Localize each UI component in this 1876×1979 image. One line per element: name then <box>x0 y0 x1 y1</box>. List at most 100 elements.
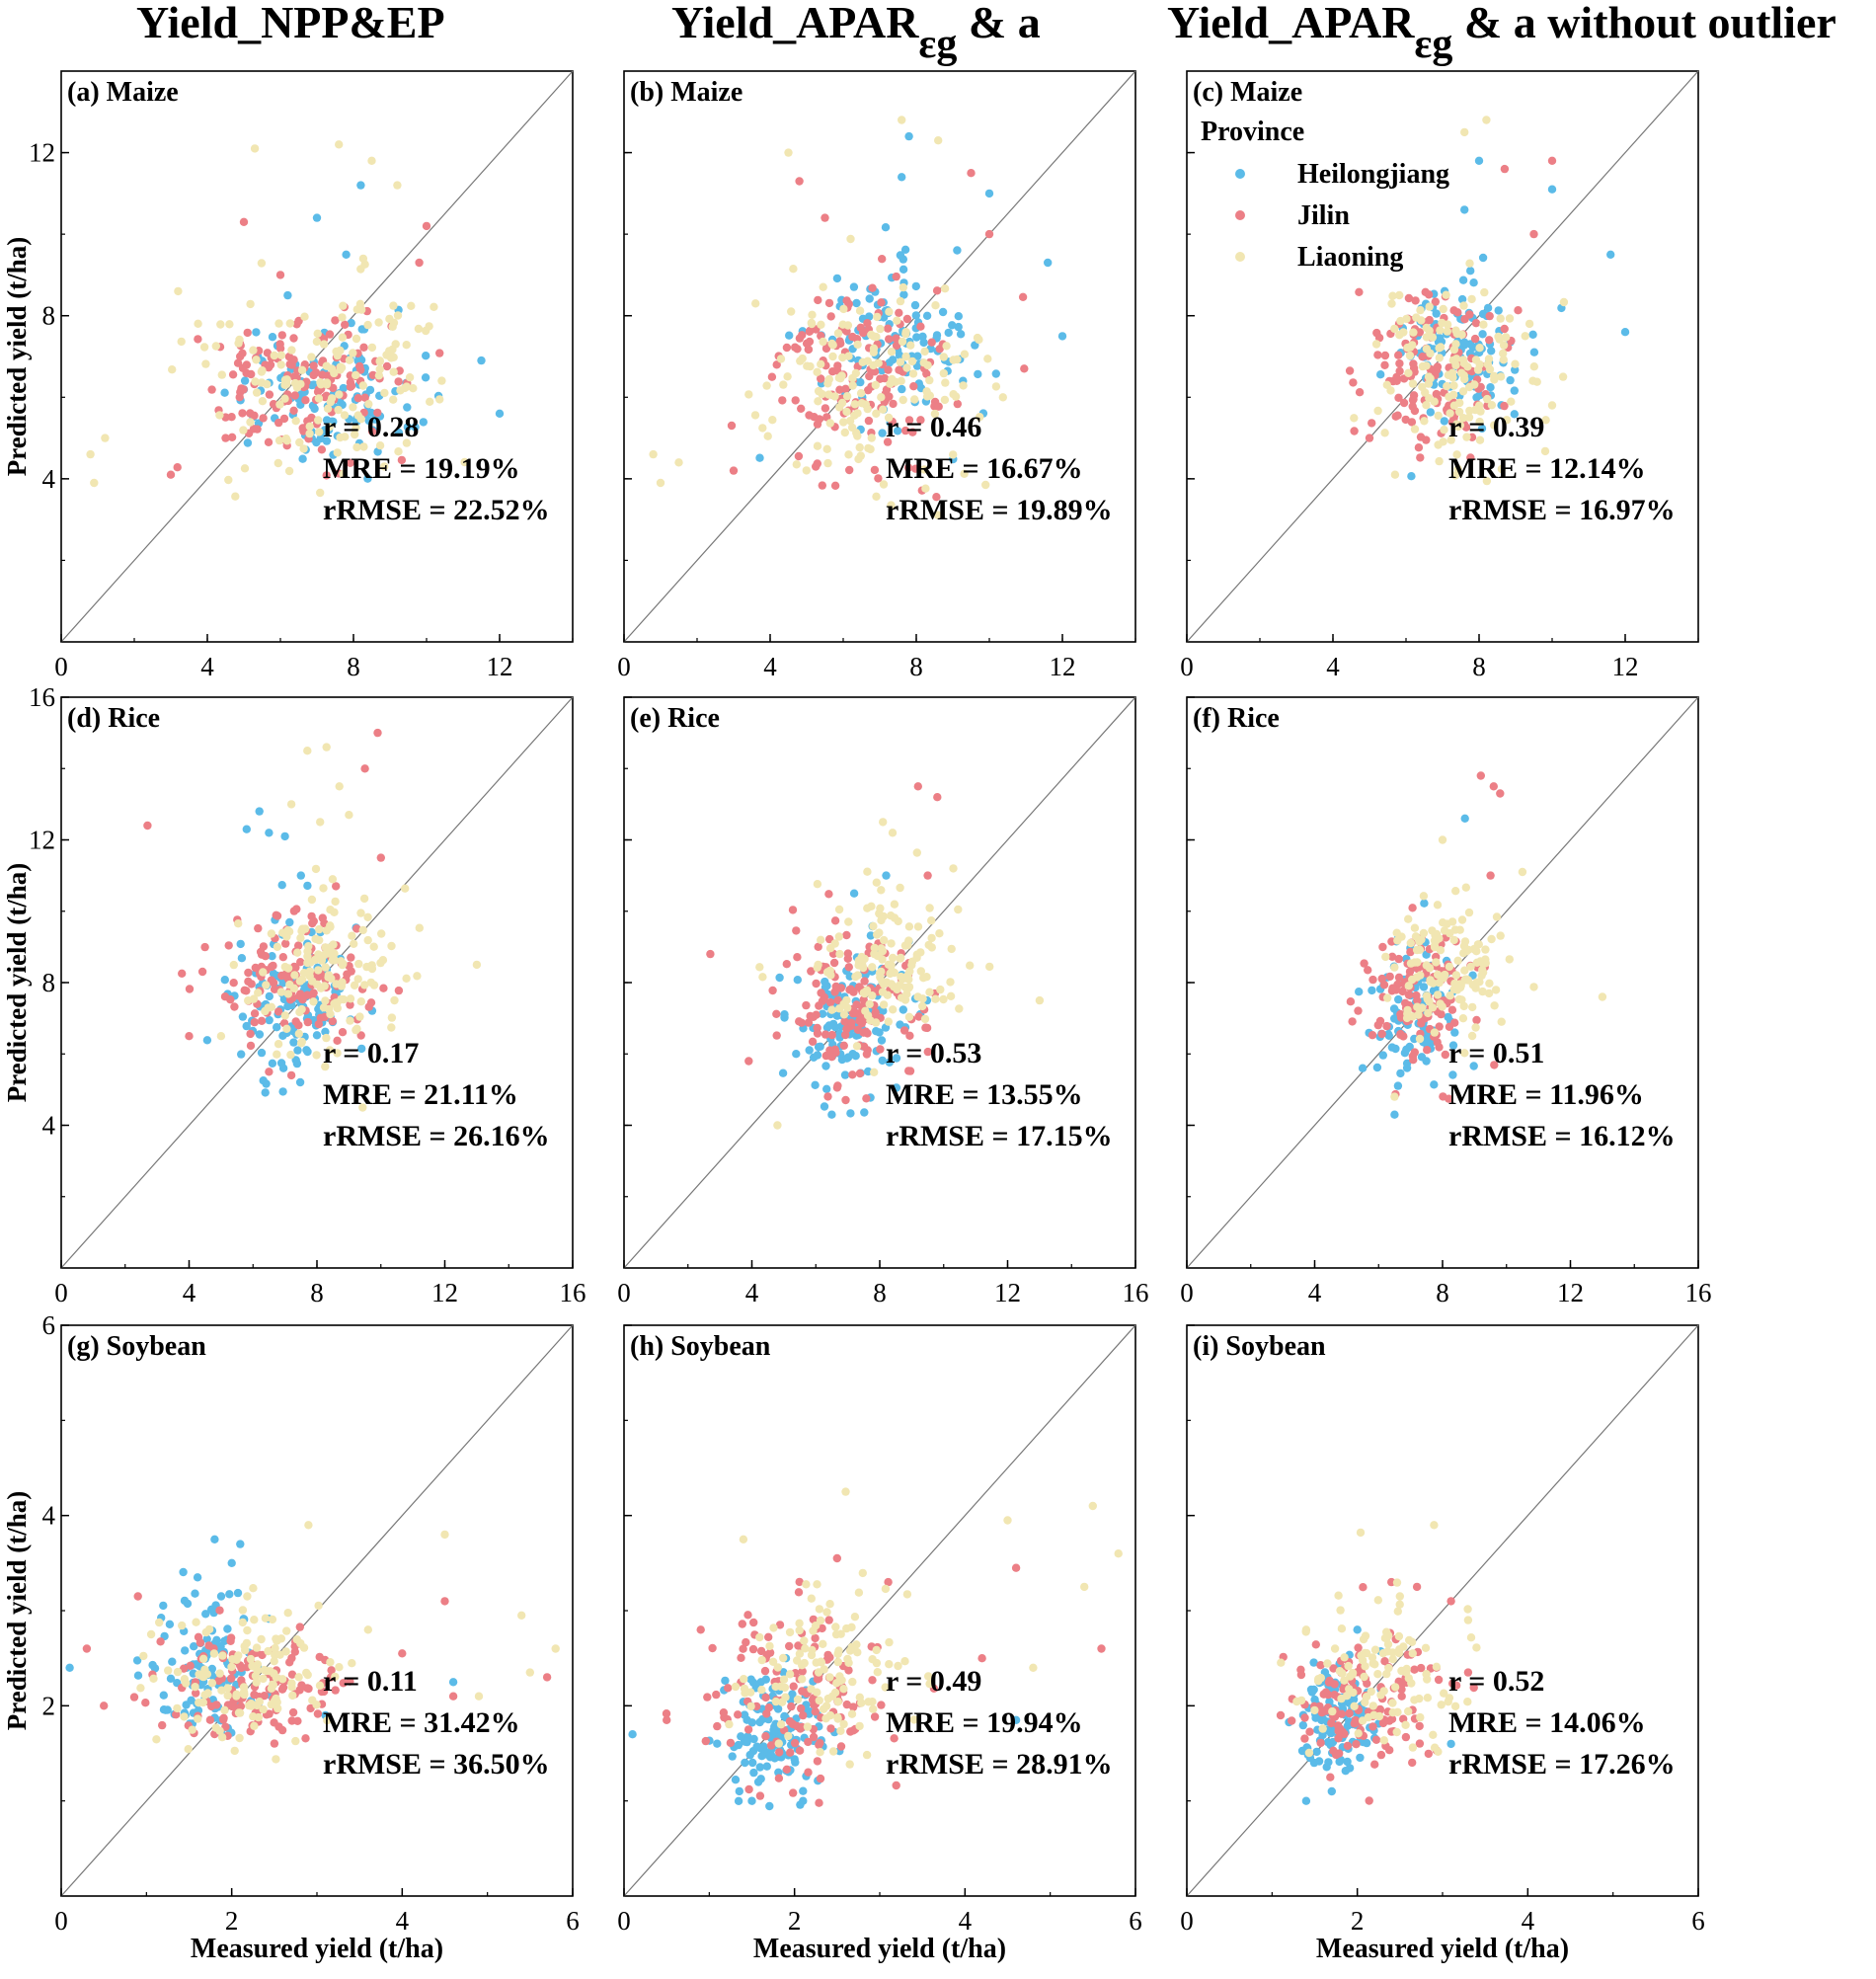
point-heilongjiang <box>363 474 372 483</box>
point-liaoning <box>746 1702 755 1711</box>
point-jilin <box>237 1663 246 1673</box>
point-liaoning <box>1362 1693 1371 1702</box>
panel-label: (d) Rice <box>67 703 160 734</box>
point-liaoning <box>740 1684 749 1694</box>
point-jilin <box>319 1687 329 1697</box>
point-jilin <box>1405 967 1415 977</box>
point-liaoning <box>835 949 844 959</box>
point-heilongjiang <box>895 351 904 359</box>
point-liaoning <box>407 301 416 310</box>
point-liaoning <box>923 360 932 370</box>
point-heilongjiang <box>321 1027 330 1037</box>
point-jilin <box>782 343 792 353</box>
point-heilongjiang <box>898 173 906 182</box>
point-liaoning <box>897 993 906 1002</box>
point-liaoning <box>1356 1528 1366 1538</box>
point-jilin <box>1370 1760 1379 1769</box>
point-liaoning <box>191 1683 199 1692</box>
point-jilin <box>1296 1670 1306 1680</box>
point-liaoning <box>750 411 760 420</box>
point-heilongjiang <box>911 311 920 320</box>
point-heilongjiang <box>1335 1757 1344 1767</box>
point-liaoning <box>405 373 415 382</box>
point-liaoning <box>879 405 888 414</box>
point-liaoning <box>959 381 968 390</box>
point-jilin <box>542 1673 552 1682</box>
point-jilin <box>356 1031 365 1040</box>
point-liaoning <box>1451 340 1460 349</box>
point-liaoning <box>1402 314 1411 324</box>
point-liaoning <box>321 943 330 952</box>
point-liaoning <box>924 1672 933 1681</box>
point-jilin <box>1529 229 1538 239</box>
point-liaoning <box>136 1684 145 1693</box>
point-heilongjiang <box>1378 1051 1388 1060</box>
point-jilin <box>339 1679 348 1688</box>
stat-rrmse: rRMSE = 22.52% <box>323 494 550 526</box>
point-liaoning <box>414 324 424 334</box>
point-heilongjiang <box>1402 1059 1412 1069</box>
point-liaoning <box>235 1733 244 1743</box>
point-liaoning <box>872 1645 881 1655</box>
x-tick-label: 8 <box>873 1278 887 1307</box>
point-heilongjiang <box>889 356 898 364</box>
point-heilongjiang <box>799 1796 808 1805</box>
point-liaoning <box>359 894 369 904</box>
x-tick-label: 16 <box>1123 1278 1149 1307</box>
point-liaoning <box>413 972 422 981</box>
point-liaoning <box>863 867 872 876</box>
point-liaoning <box>460 457 469 467</box>
point-liaoning <box>1459 1001 1468 1011</box>
point-liaoning <box>814 397 822 406</box>
point-jilin <box>236 352 245 361</box>
point-jilin <box>215 1606 224 1615</box>
point-jilin <box>726 1738 736 1748</box>
point-jilin <box>795 1577 804 1587</box>
point-jilin <box>1435 1022 1444 1031</box>
point-jilin <box>287 1653 296 1663</box>
point-jilin <box>288 1707 298 1717</box>
point-liaoning <box>1336 1606 1345 1615</box>
point-jilin <box>1359 1583 1368 1592</box>
point-liaoning <box>816 1748 824 1757</box>
point-liaoning <box>1502 333 1511 342</box>
point-liaoning <box>891 377 900 386</box>
point-jilin <box>1382 1021 1391 1031</box>
point-heilongjiang <box>748 1758 757 1768</box>
point-liaoning <box>901 352 910 361</box>
panel-label: (c) Maize <box>1193 77 1302 108</box>
point-jilin <box>207 385 216 394</box>
point-liaoning <box>1402 1664 1411 1674</box>
point-jilin <box>1424 290 1434 299</box>
point-liaoning <box>896 883 904 893</box>
point-liaoning <box>173 1703 182 1713</box>
point-heilongjiang <box>202 1634 211 1644</box>
point-heilongjiang <box>628 1730 637 1739</box>
point-liaoning <box>282 1626 291 1635</box>
point-jilin <box>859 995 868 1004</box>
point-liaoning <box>1496 314 1505 323</box>
point-jilin <box>313 1709 323 1718</box>
point-jilin <box>1431 297 1441 306</box>
column-title-2: Yield_APARεg & a <box>671 0 1041 67</box>
point-jilin <box>889 399 898 409</box>
point-liaoning <box>551 1644 560 1653</box>
point-liaoning <box>960 350 970 358</box>
point-heilongjiang <box>255 1030 265 1039</box>
point-jilin <box>1496 789 1505 798</box>
point-heilongjiang <box>1372 1063 1382 1072</box>
point-liaoning <box>1439 304 1447 314</box>
point-heilongjiang <box>984 189 994 198</box>
point-liaoning <box>869 348 878 356</box>
stat-rrmse: rRMSE = 17.15% <box>886 1120 1113 1152</box>
x-tick-label: 12 <box>1557 1278 1584 1307</box>
point-jilin <box>1305 1727 1314 1736</box>
point-liaoning <box>336 346 345 356</box>
point-liaoning <box>352 424 360 433</box>
point-liaoning <box>435 395 444 404</box>
point-liaoning <box>1440 1689 1448 1698</box>
point-heilongjiang <box>280 831 289 841</box>
point-liaoning <box>854 1588 864 1597</box>
point-jilin <box>902 314 912 324</box>
